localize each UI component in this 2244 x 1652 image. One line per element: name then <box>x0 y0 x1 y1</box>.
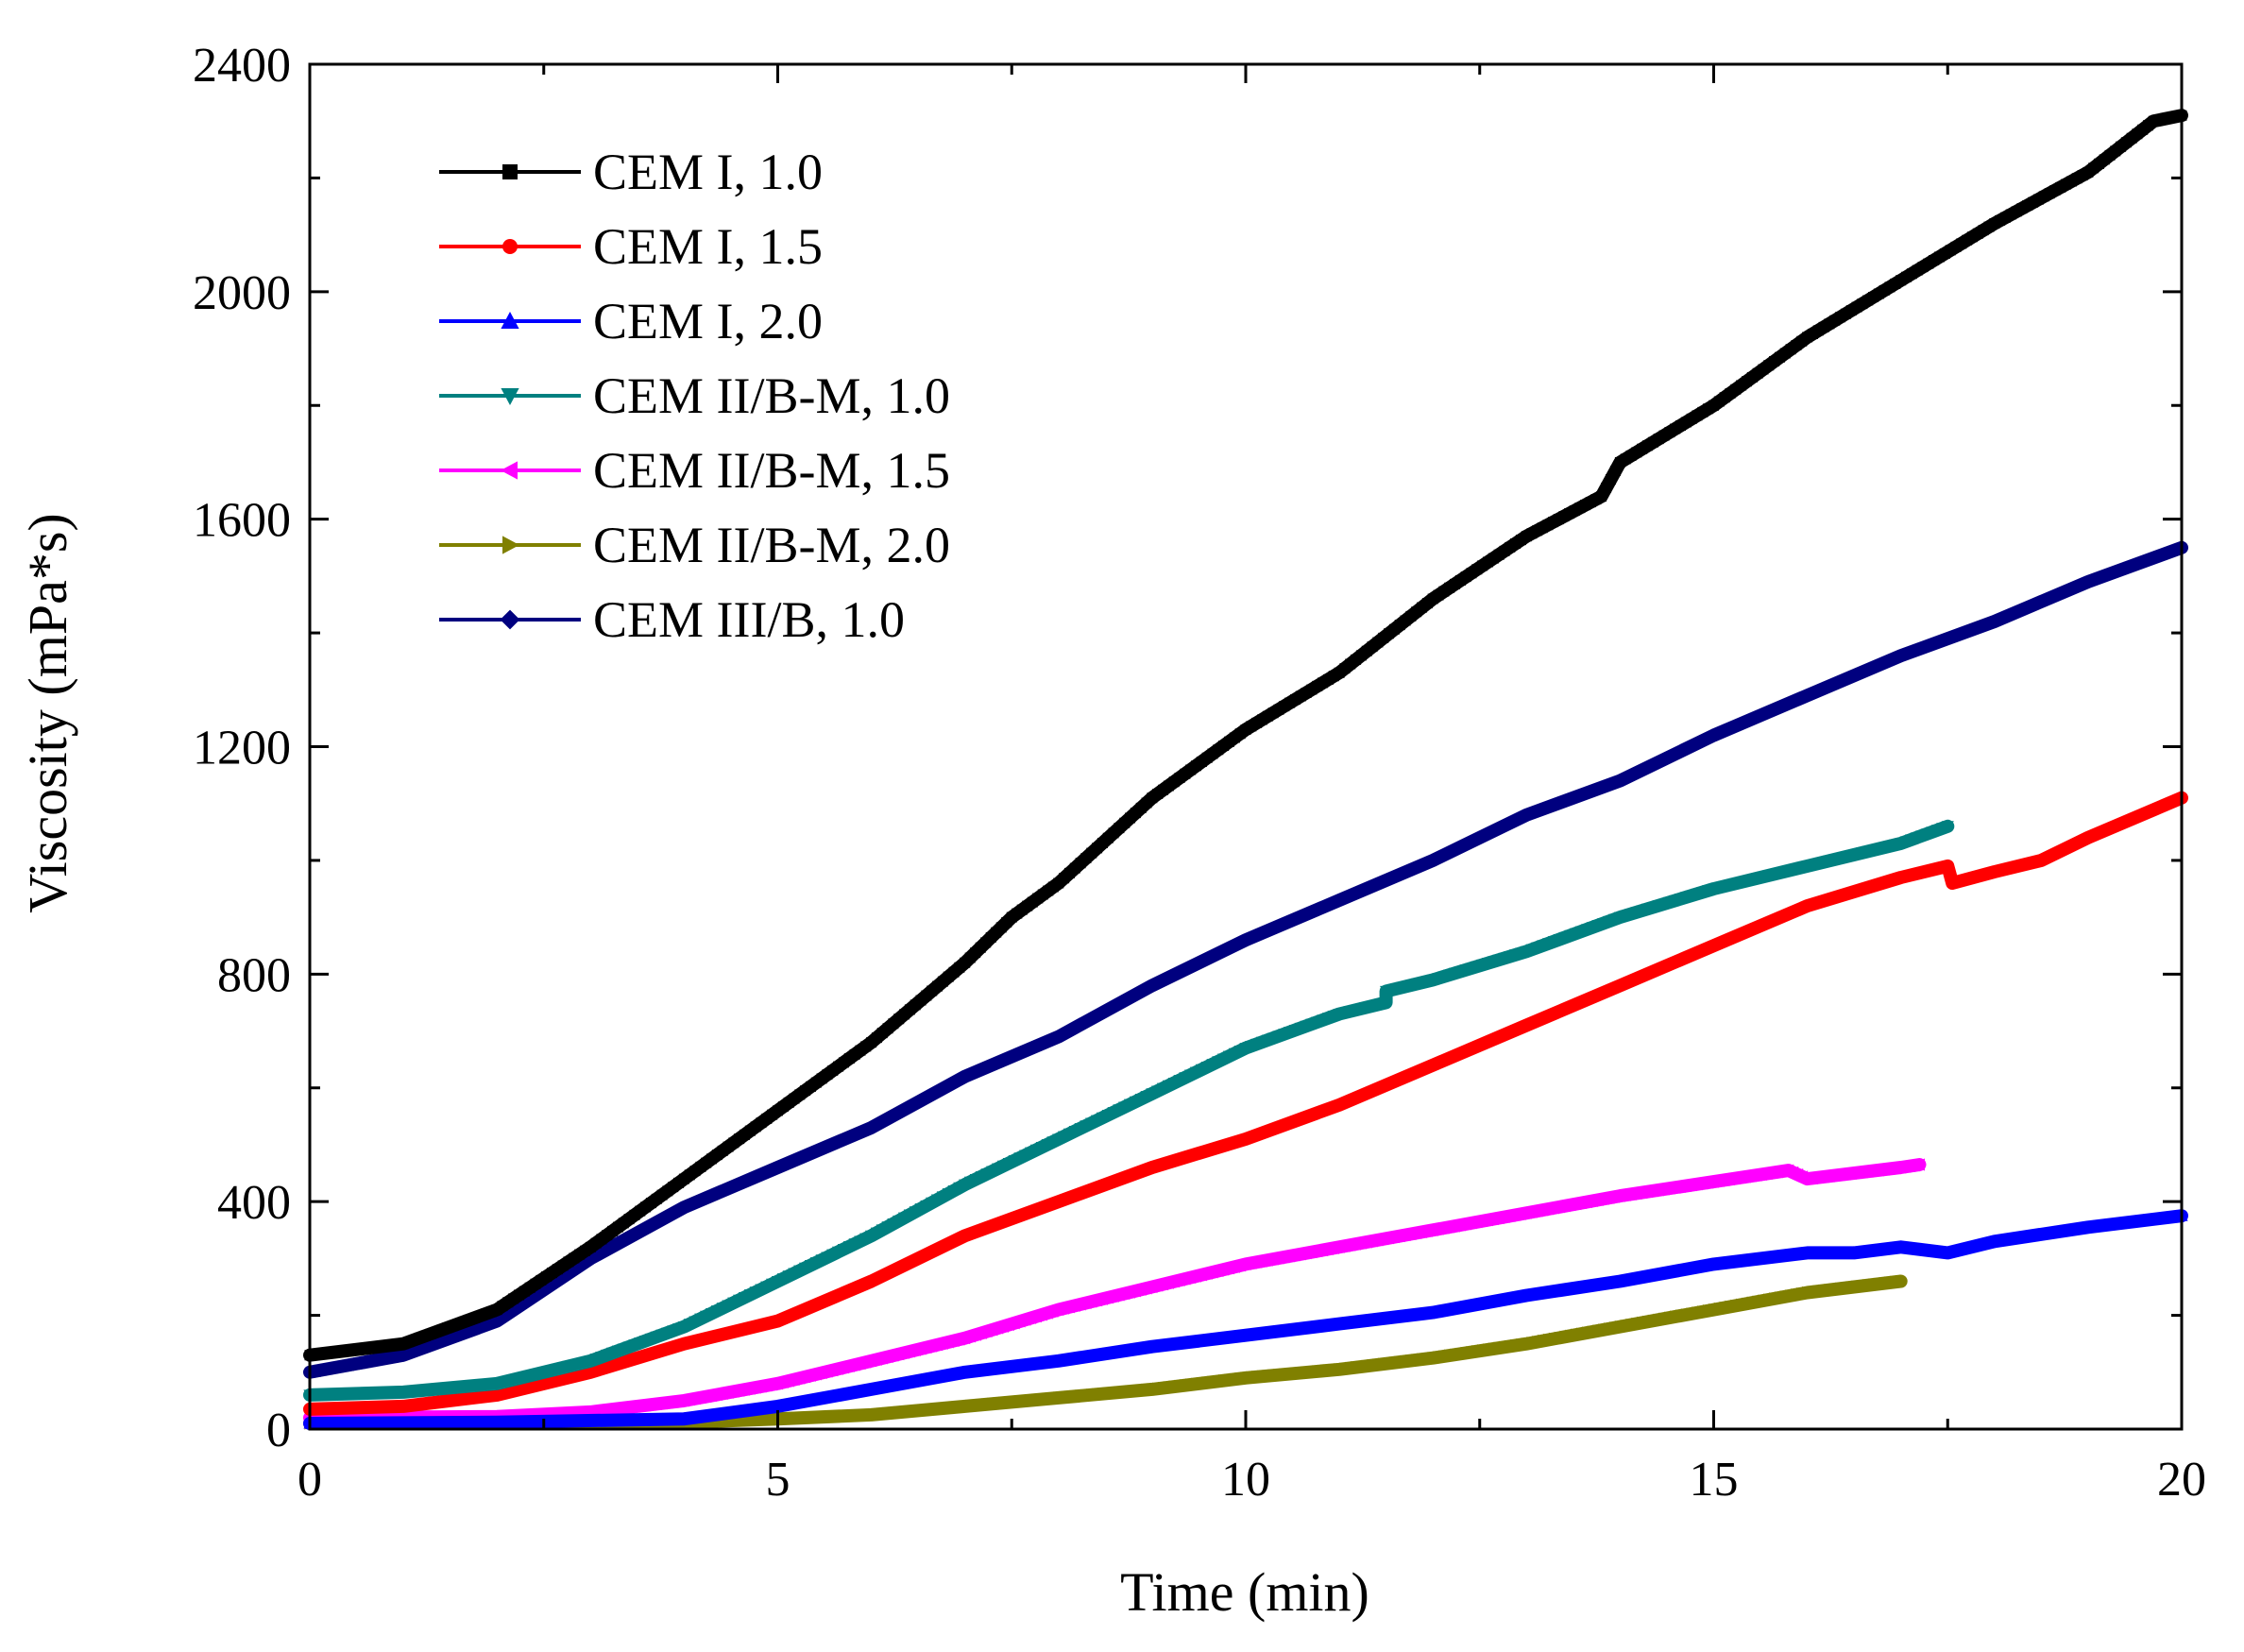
legend-item: CEM I, 1.5 <box>439 218 823 275</box>
x-tick-label: 0 <box>298 1453 322 1507</box>
y-tick-label: 2000 <box>193 266 291 320</box>
y-tick-label: 400 <box>217 1176 291 1230</box>
legend-label: CEM II/B-M, 1.0 <box>593 367 950 424</box>
x-tick-label: 10 <box>1221 1453 1270 1507</box>
series-markers <box>302 540 2189 1379</box>
legend-marker <box>502 536 519 554</box>
y-tick-label: 0 <box>266 1404 291 1457</box>
y-tick-label: 800 <box>217 948 291 1002</box>
legend-label: CEM II/B-M, 1.5 <box>593 442 950 499</box>
series-cem-ii-b-m-1-5 <box>303 1158 1927 1424</box>
series-cem-i-1-5 <box>303 791 2188 1416</box>
legend-item: CEM I, 1.0 <box>439 144 823 200</box>
series-cem-iii-b-1-0 <box>302 540 2189 1379</box>
legend-marker <box>500 609 520 630</box>
legend-item: CEM II/B-M, 1.0 <box>439 367 950 424</box>
x-tick-label: 15 <box>1690 1453 1739 1507</box>
legend: CEM I, 1.0 CEM I, 1.5 CEM I, 2.0 CEM II/B-M… <box>439 144 950 648</box>
y-tick-label: 2400 <box>193 39 291 93</box>
series-cem-ii-b-m-2-0 <box>303 1274 1908 1430</box>
legend-label: CEM I, 1.5 <box>593 218 823 275</box>
legend-item: CEM III/B, 1.0 <box>439 591 905 648</box>
axes-frame <box>308 62 2184 1431</box>
legend-marker <box>501 312 519 329</box>
series-cem-i-2-0 <box>303 1209 2188 1430</box>
x-tick-label: 20 <box>2157 1453 2206 1507</box>
series-cem-ii-b-m-1-0 <box>303 819 1955 1402</box>
legend-marker <box>502 239 518 254</box>
series-line <box>303 791 2188 1416</box>
series-markers <box>304 792 2187 1415</box>
legend-item: CEM II/B-M, 1.5 <box>439 442 950 499</box>
legend-marker <box>501 461 518 480</box>
y-axis-title: Viscosity (mPa*s) <box>17 513 78 912</box>
legend-marker <box>502 164 518 179</box>
legend-marker <box>501 388 519 405</box>
plot-area <box>302 109 2189 1430</box>
y-tick-label: 1600 <box>193 494 291 548</box>
series-cem-i-1-0 <box>303 109 2188 1362</box>
legend-label: CEM I, 2.0 <box>593 293 823 349</box>
axis-ticks: 0 5 10 15 20 0 400 800 1200 1600 2000 2400 <box>193 39 2206 1507</box>
legend-item: CEM II/B-M, 2.0 <box>439 517 950 573</box>
x-axis-title: Time (min) <box>1120 1561 1369 1623</box>
legend-label: CEM II/B-M, 2.0 <box>593 517 950 573</box>
x-tick-label: 5 <box>766 1453 790 1507</box>
legend-item: CEM I, 2.0 <box>439 293 823 349</box>
legend-label: CEM III/B, 1.0 <box>593 591 905 648</box>
legend-label: CEM I, 1.0 <box>593 144 823 200</box>
plot-border <box>308 62 2184 1431</box>
series-markers <box>303 1209 2188 1429</box>
y-tick-label: 1200 <box>193 722 291 775</box>
